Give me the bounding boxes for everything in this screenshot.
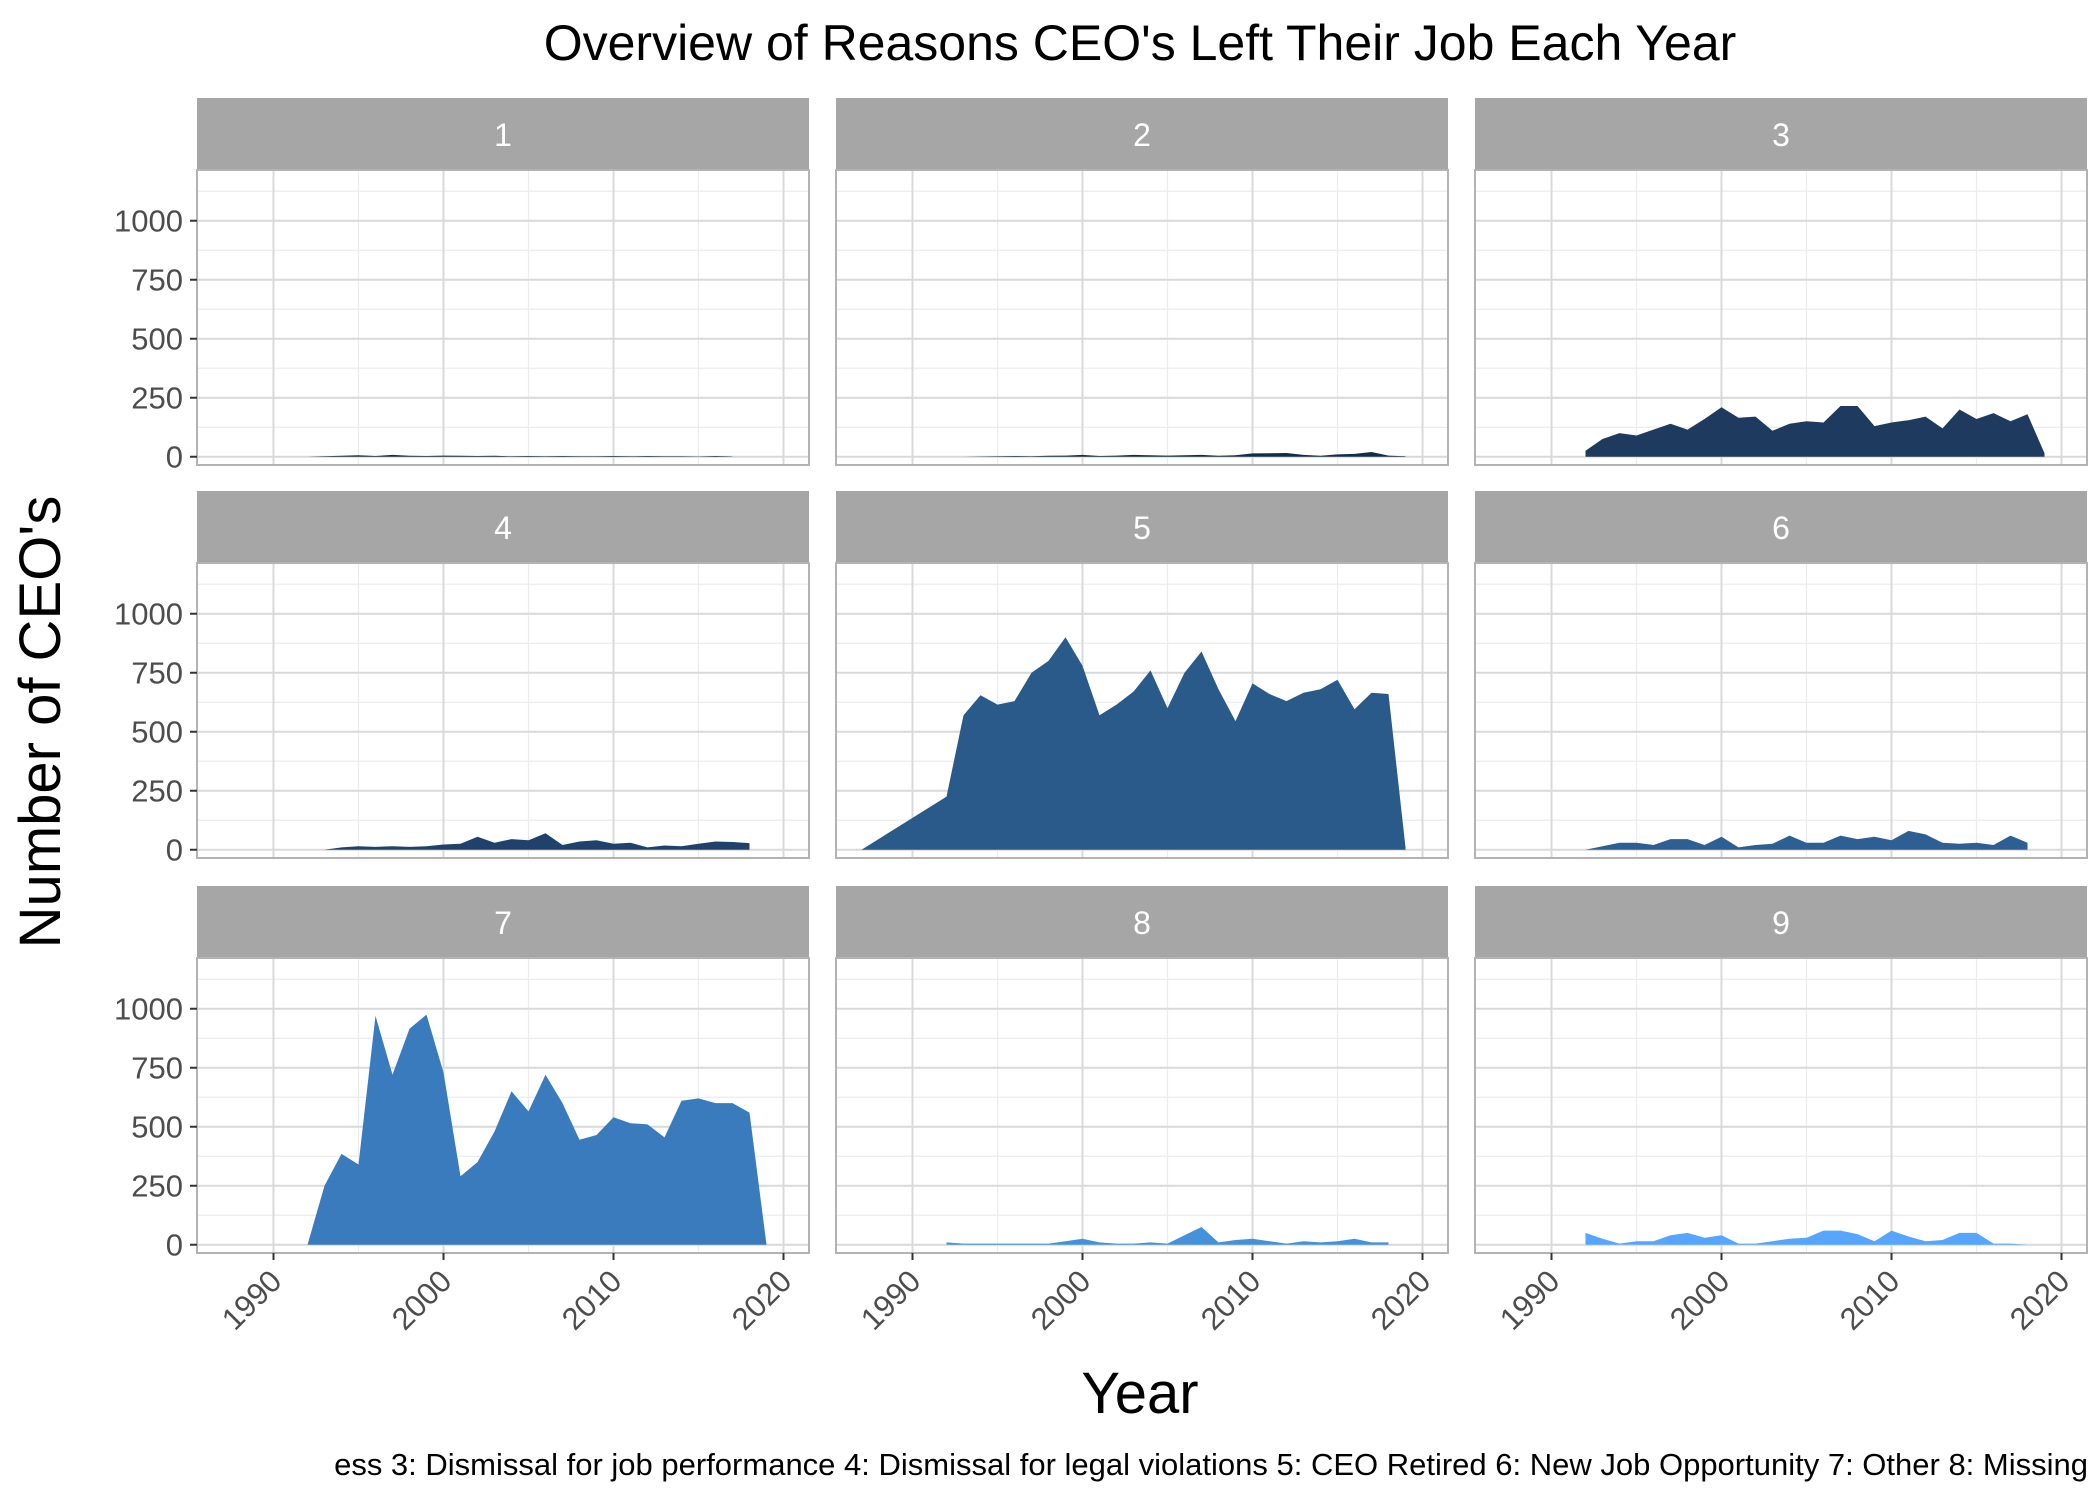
chart-caption: ess 3: Dismissal for job performance 4: … xyxy=(334,1447,2088,1482)
y-axis-label: Number of CEO's xyxy=(8,496,73,949)
panel-border xyxy=(835,169,1449,466)
facet-strip xyxy=(1475,886,2087,958)
facet-panel-9: 9 1990 2000 2010 2020 xyxy=(1474,886,2088,1337)
facet-strip-label: 1 xyxy=(494,117,512,153)
area-series-2 xyxy=(963,452,1406,457)
facet-panel-2: 2 xyxy=(835,98,1449,466)
x-tick-label: 1990 xyxy=(854,1263,928,1337)
facet-strip-label: 6 xyxy=(1772,510,1790,546)
panel-border xyxy=(1474,169,2088,466)
x-axis-label: Year xyxy=(1081,1361,1198,1426)
facet-panel-1: 1 0 250 500 750 1000 xyxy=(114,98,810,475)
panel-background xyxy=(1475,958,2087,1253)
area-series-5 xyxy=(861,637,1406,850)
panel-background xyxy=(836,170,1448,465)
y-tick-label: 0 xyxy=(166,1228,183,1263)
facet-strip-label: 3 xyxy=(1772,117,1790,153)
x-tick-label: 2020 xyxy=(1364,1263,1438,1337)
y-tick-label: 500 xyxy=(131,322,183,357)
facet-strip-label: 5 xyxy=(1133,510,1151,546)
y-tick-label: 0 xyxy=(166,833,183,868)
facet-strip xyxy=(1475,98,2087,170)
y-tick-label: 250 xyxy=(131,774,183,809)
facet-panel-4: 4 0 250 500 750 1000 xyxy=(114,491,810,868)
facet-strip xyxy=(197,886,809,958)
y-tick-label: 250 xyxy=(131,381,183,416)
panel-border xyxy=(1474,562,2088,859)
y-tick-label: 0 xyxy=(166,440,183,475)
x-tick-label: 2020 xyxy=(2003,1263,2077,1337)
y-tick-label: 750 xyxy=(131,263,183,298)
y-tick-label: 750 xyxy=(131,1051,183,1086)
facet-strip-label: 9 xyxy=(1772,905,1790,941)
facet-panel-5: 5 xyxy=(835,491,1449,859)
panel-border xyxy=(196,957,810,1254)
area-series-4 xyxy=(324,833,750,850)
chart-title: Overview of Reasons CEO's Left Their Job… xyxy=(544,15,1737,71)
facet-panels: 1 0 250 500 750 1000 2 3 4 0 250 500 750 1000 5 6 7 0 250 5… xyxy=(114,98,2088,1337)
facet-strip-label: 2 xyxy=(1133,117,1151,153)
panel-background xyxy=(197,563,809,858)
x-tick-label: 2010 xyxy=(1194,1263,1268,1337)
y-tick-label: 1000 xyxy=(114,992,183,1027)
panel-background xyxy=(836,958,1448,1253)
facet-strip xyxy=(197,98,809,170)
panel-border xyxy=(835,562,1449,859)
panel-background xyxy=(1475,170,2087,465)
facet-strip xyxy=(836,98,1448,170)
area-series-3 xyxy=(1585,406,2045,457)
panel-border xyxy=(196,562,810,859)
facet-panel-7: 7 0 250 500 750 1000 1990 2000 2010 2020 xyxy=(114,886,810,1337)
facet-strip-label: 8 xyxy=(1133,905,1151,941)
area-series-7 xyxy=(307,1014,767,1245)
y-tick-label: 250 xyxy=(131,1169,183,1204)
facet-strip-label: 7 xyxy=(494,905,512,941)
y-tick-label: 750 xyxy=(131,656,183,691)
facet-strip xyxy=(836,886,1448,958)
panel-background xyxy=(1475,563,2087,858)
facet-strip xyxy=(1475,491,2087,563)
x-tick-label: 2010 xyxy=(555,1263,629,1337)
x-tick-label: 2000 xyxy=(385,1263,459,1337)
x-tick-label: 2000 xyxy=(1663,1263,1737,1337)
facet-strip xyxy=(836,491,1448,563)
facet-strip-label: 4 xyxy=(494,510,512,546)
facet-panel-8: 8 1990 2000 2010 2020 xyxy=(835,886,1449,1337)
area-series-9 xyxy=(1585,1230,2028,1245)
y-tick-label: 1000 xyxy=(114,204,183,239)
x-tick-label: 1990 xyxy=(1493,1263,1567,1337)
x-tick-label: 2010 xyxy=(1833,1263,1907,1337)
panel-border xyxy=(196,169,810,466)
facet-strip xyxy=(197,491,809,563)
area-series-1 xyxy=(307,454,733,457)
x-tick-label: 2020 xyxy=(725,1263,799,1337)
y-tick-label: 500 xyxy=(131,715,183,750)
area-series-6 xyxy=(1585,830,2028,850)
panel-border xyxy=(1474,957,2088,1254)
x-tick-label: 1990 xyxy=(215,1263,289,1337)
x-tick-label: 2000 xyxy=(1024,1263,1098,1337)
area-series-8 xyxy=(946,1227,1389,1245)
y-tick-label: 500 xyxy=(131,1110,183,1145)
facet-panel-3: 3 xyxy=(1474,98,2088,466)
panel-border xyxy=(835,957,1449,1254)
facet-panel-6: 6 xyxy=(1474,491,2088,859)
y-tick-label: 1000 xyxy=(114,597,183,632)
panel-background xyxy=(197,170,809,465)
